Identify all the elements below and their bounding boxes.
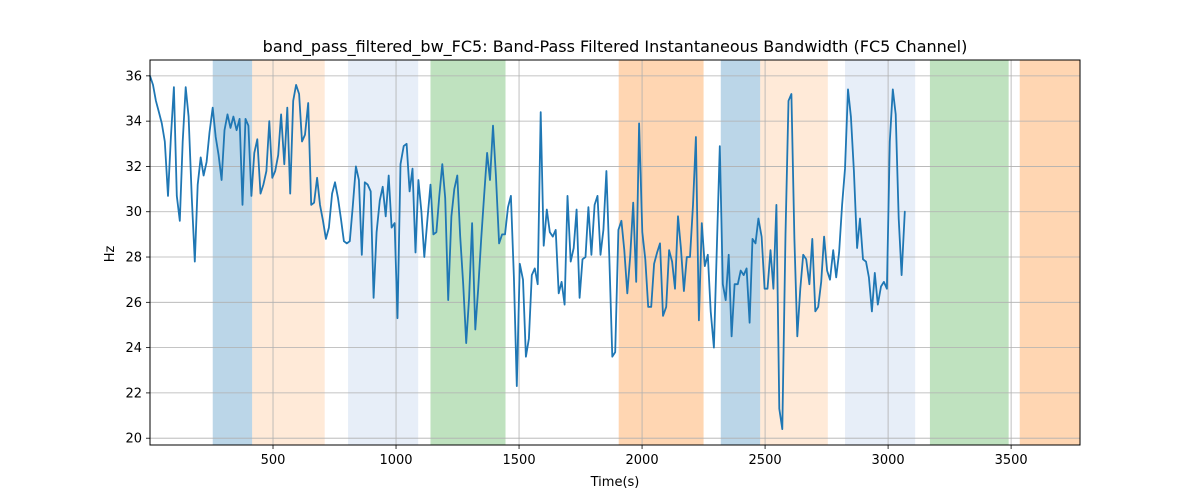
x-tick-label: 1500 xyxy=(503,453,536,468)
grid-lines xyxy=(150,60,1080,445)
y-tick-label: 30 xyxy=(125,205,142,220)
shaded-band-8 xyxy=(845,60,916,445)
series-line-layer xyxy=(149,75,906,431)
axis-ticks: 500 1000 1500 2000 2500 3000 3500 20 22 24 26 28 30 3… xyxy=(125,69,1027,468)
x-tick-label: 2500 xyxy=(749,453,782,468)
series-line xyxy=(149,75,906,431)
y-tick-label: 24 xyxy=(125,341,142,356)
x-tick-label: 1000 xyxy=(379,453,412,468)
x-tick-label: 2000 xyxy=(626,453,659,468)
x-tick-label: 3500 xyxy=(995,453,1028,468)
y-tick-label: 34 xyxy=(125,115,142,130)
y-tick-label: 28 xyxy=(125,251,142,266)
x-tick-label: 3000 xyxy=(872,453,905,468)
y-tick-label: 22 xyxy=(125,386,142,401)
shaded-band-10 xyxy=(1019,60,1080,445)
shaded-band-9 xyxy=(929,60,1009,445)
x-tick-label: 500 xyxy=(261,453,286,468)
y-axis-label: Hz xyxy=(103,246,118,263)
chart-title: band_pass_filtered_bw_FC5: Band-Pass Fil… xyxy=(263,37,968,57)
y-tick-label: 36 xyxy=(125,69,142,84)
x-axis-label: Time(s) xyxy=(590,475,640,490)
shaded-band-4 xyxy=(430,60,506,445)
y-tick-label: 20 xyxy=(125,432,142,447)
y-tick-label: 26 xyxy=(125,296,142,311)
shaded-band-6 xyxy=(720,60,761,445)
y-tick-label: 32 xyxy=(125,160,142,175)
shaded-band-3 xyxy=(348,60,419,445)
plot-frame xyxy=(149,59,1081,446)
